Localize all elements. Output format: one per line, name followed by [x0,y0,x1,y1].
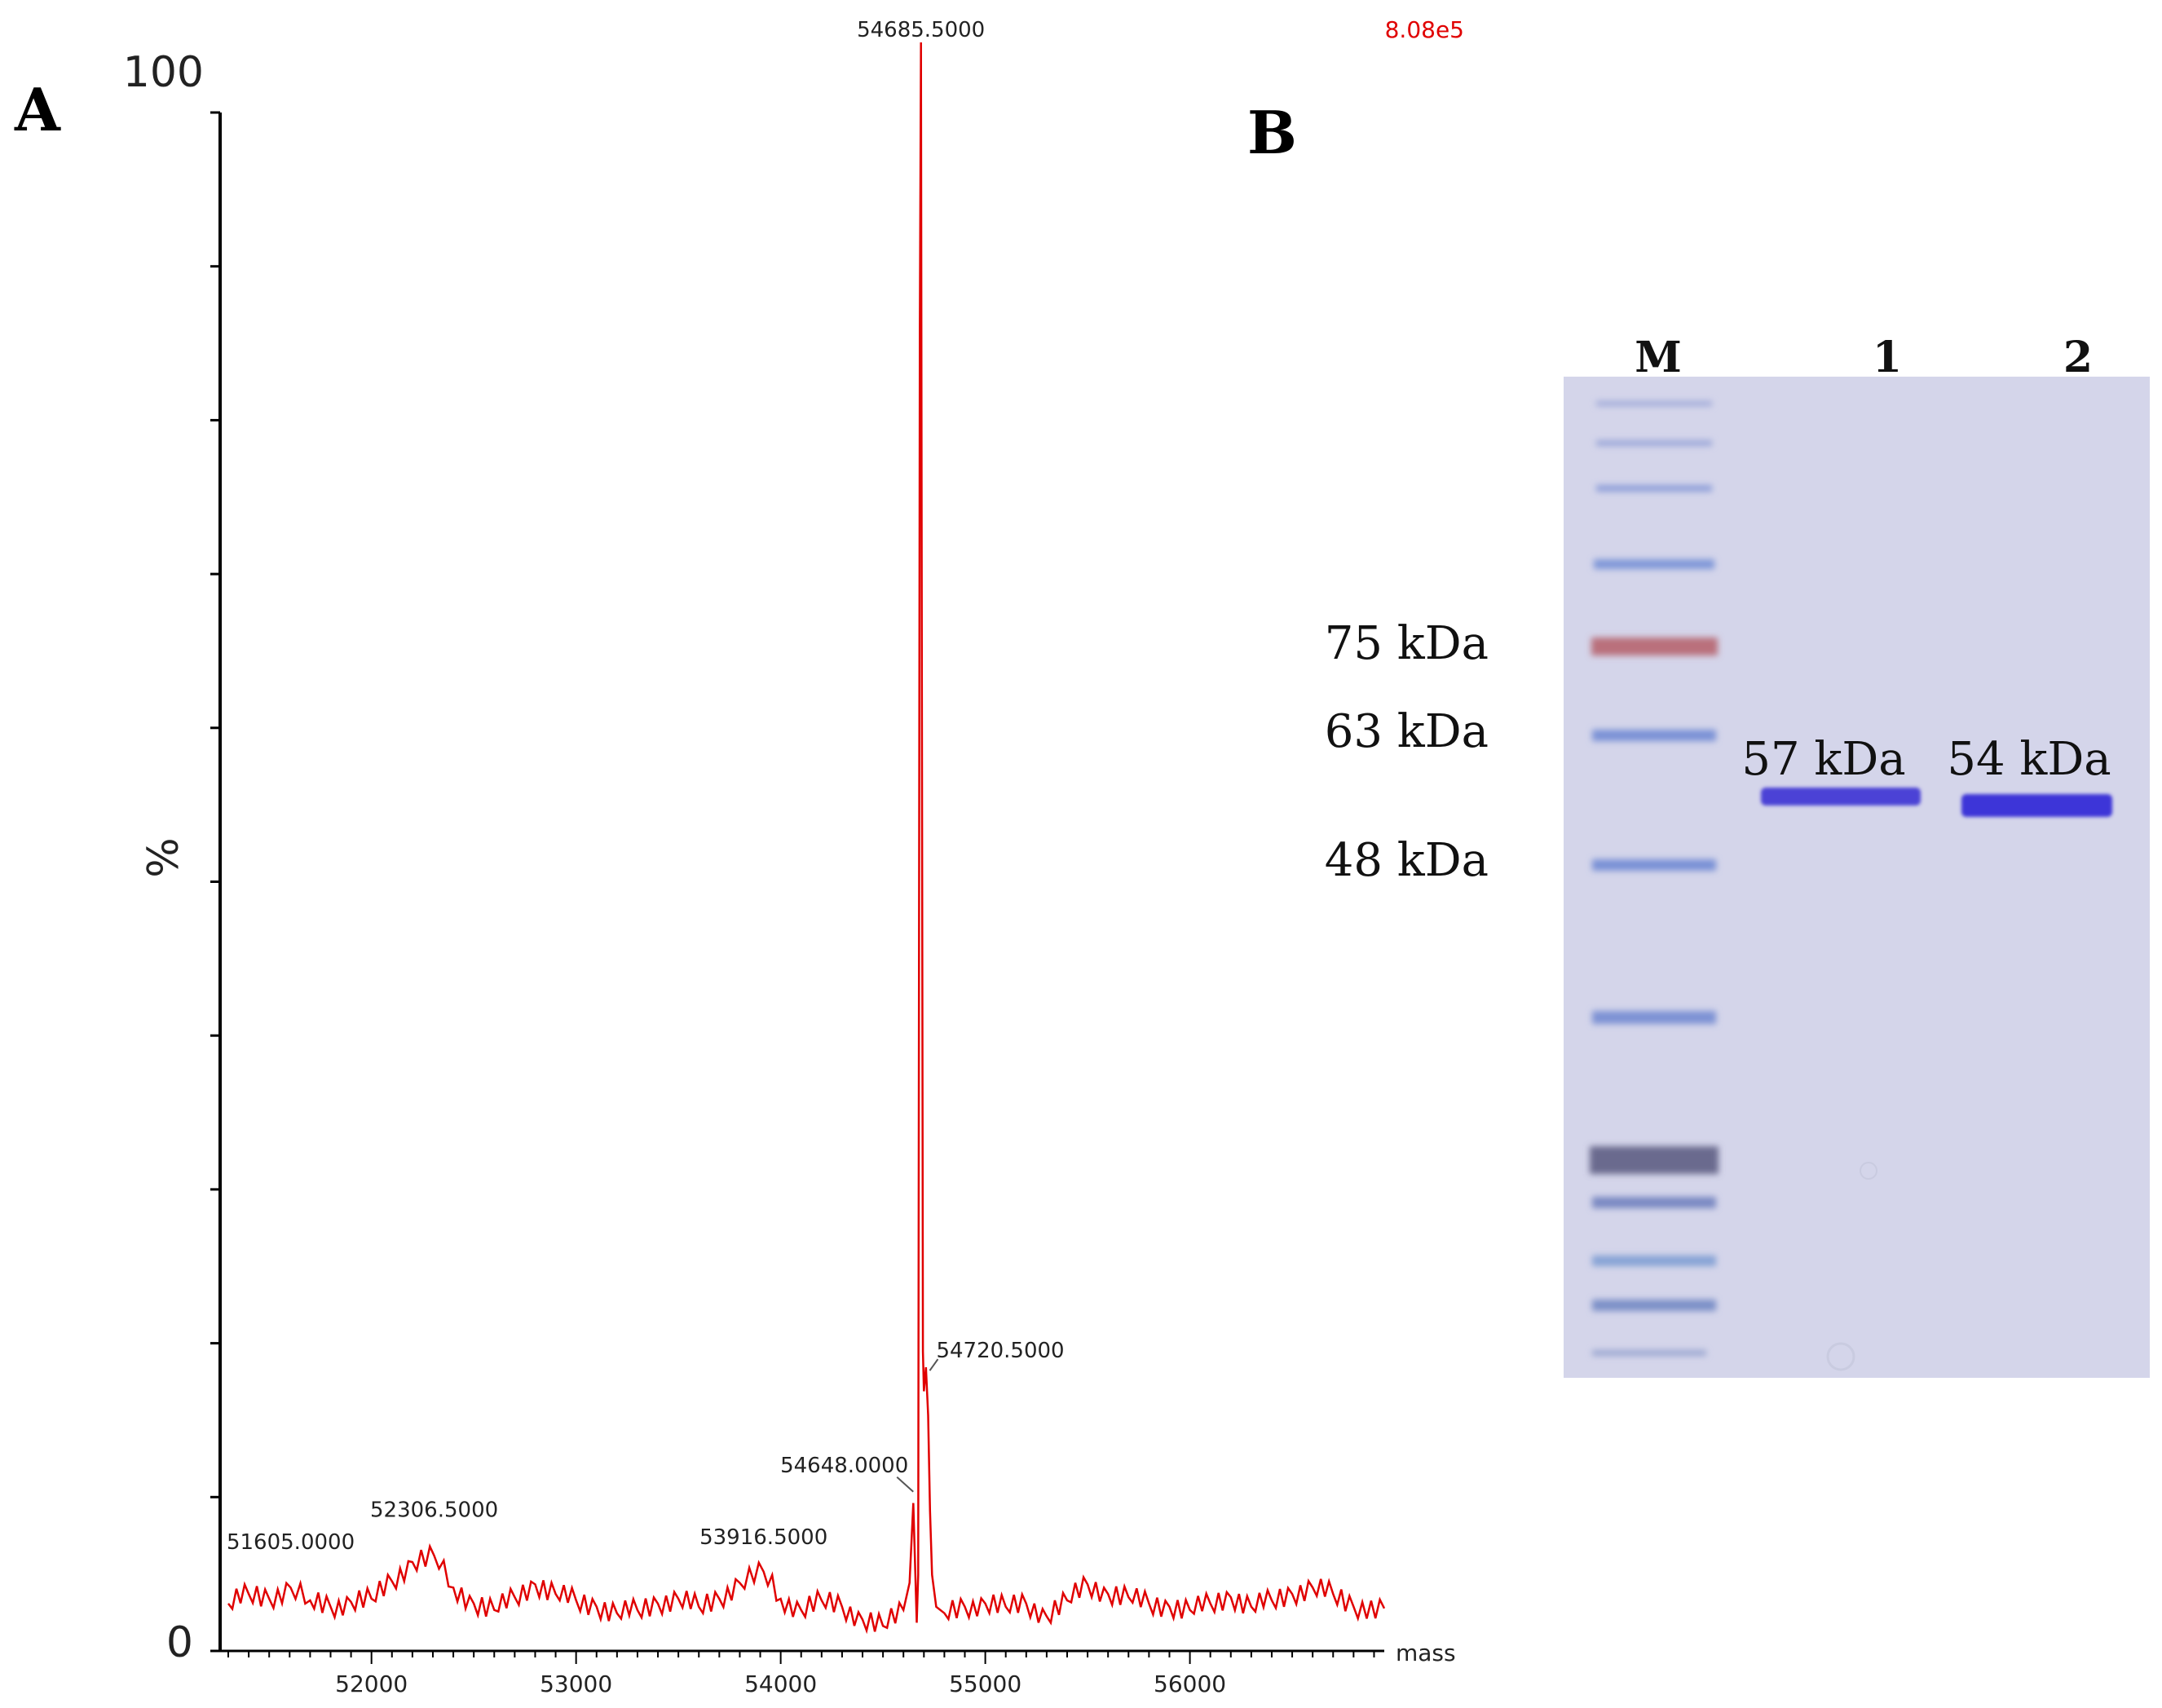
peak-leader-line [929,1358,939,1371]
band-label-57: 57 kDa [1741,733,1905,786]
x-tick-label: 52000 [335,1670,408,1697]
lane-label-1: 1 [1873,333,1902,382]
band-lane-1 [1761,788,1921,805]
panel-b-letter: B [1247,98,1297,167]
lane-label-m: M [1635,333,1682,382]
x-axis-ticks: 52000 53000 54000 55000 56000 [227,1651,1375,1697]
band-label-54: 54 kDa [1947,733,2111,786]
x-tick-label: 54000 [744,1670,817,1697]
marker-label-75: 75 kDa [1325,617,1489,670]
marker-label-48: 48 kDa [1325,834,1489,887]
x-axis-label: mass [1396,1640,1456,1666]
peak-label: 52306.5000 [370,1498,498,1523]
ladder-lane [1590,401,1719,1356]
intensity-scale-label: 8.08e5 [1385,16,1464,43]
peak-label: 53916.5000 [699,1525,827,1550]
peak-leader-line [896,1476,914,1493]
panel-a-letter: A [14,75,61,144]
peak-label: 54648.0000 [780,1454,908,1478]
mass-spectrum-chart: 100 0 % 8.08e5 mass 52000 53000 54000 55000… [123,16,1464,1697]
band-lane-2 [1961,794,2112,817]
lane-label-2: 2 [2063,333,2093,382]
y-axis-label: % [139,837,188,877]
peak-labels: 51605.0000 52306.5000 53916.5000 54648.0000… [227,18,1065,1555]
peak-label: 51605.0000 [227,1530,355,1555]
peak-label: 54720.5000 [936,1339,1064,1363]
gel-image [1564,377,2150,1378]
spectrum-line [227,42,1386,1635]
y-tick-label-0: 0 [166,1618,193,1667]
x-tick-label: 56000 [1154,1670,1226,1697]
x-tick-label: 55000 [949,1670,1021,1697]
y-axis-ticks [210,111,220,1653]
x-tick-label: 53000 [540,1670,612,1697]
marker-label-63: 63 kDa [1325,705,1489,758]
peak-label: 54685.5000 [857,18,985,42]
y-tick-label-100: 100 [123,48,204,97]
